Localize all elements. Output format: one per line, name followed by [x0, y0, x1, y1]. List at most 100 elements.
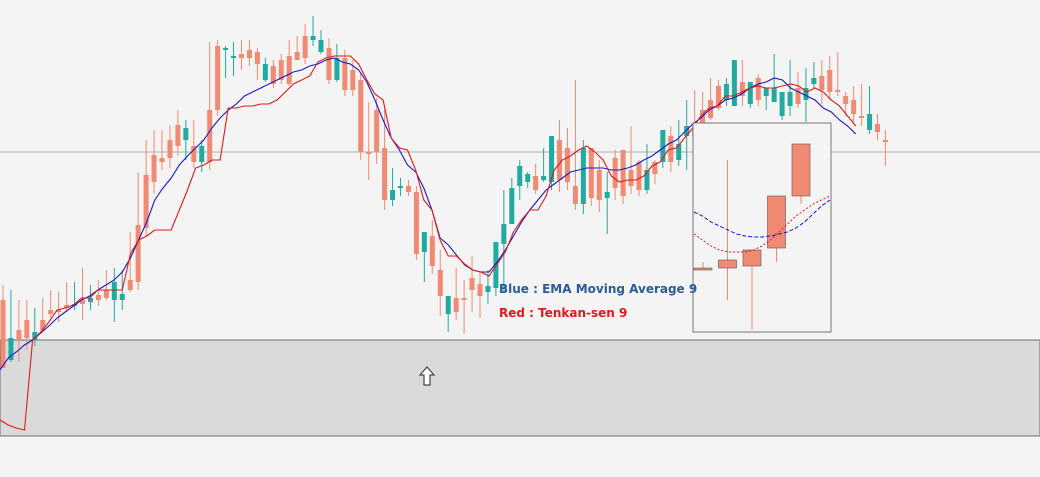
candle-body — [731, 60, 737, 106]
candle-body — [215, 46, 221, 110]
inset-zoom-box — [692, 122, 832, 333]
candle-body — [40, 320, 46, 330]
candle-body — [56, 310, 62, 312]
candle-body — [477, 284, 483, 296]
candle-body — [358, 80, 364, 152]
candle-body — [302, 36, 308, 58]
candle-body — [867, 114, 873, 130]
candle-body — [183, 128, 189, 140]
candle-body — [80, 300, 85, 304]
candle-body — [771, 88, 777, 102]
candle-body — [8, 338, 14, 360]
candle-body — [326, 48, 332, 80]
candle-body — [763, 88, 769, 96]
candle-body — [596, 170, 602, 200]
candle-body — [286, 56, 292, 84]
candle-body — [24, 320, 30, 338]
candle-body — [429, 236, 435, 266]
candle-body — [533, 176, 539, 190]
candle-body — [254, 52, 260, 64]
candle-body — [644, 170, 650, 190]
candle-body — [676, 144, 682, 160]
candle-body — [811, 78, 817, 84]
candle-body — [517, 166, 523, 186]
candle-body — [684, 126, 690, 136]
inset-tenkan-line — [693, 195, 831, 253]
candle-body — [620, 150, 626, 196]
candle-body — [294, 52, 300, 60]
candle-body — [413, 192, 419, 254]
inset-candle-body — [767, 195, 786, 249]
candle-body — [461, 298, 467, 300]
candle-body — [366, 152, 372, 154]
lower-band — [0, 339, 1040, 437]
candle-body — [207, 110, 213, 162]
legend-entry-ema: Blue : EMA Moving Average 9 — [499, 282, 697, 296]
candle-body — [175, 125, 181, 146]
inset-candle-body — [791, 143, 811, 197]
candle-body — [580, 148, 586, 204]
candle-body — [700, 110, 706, 126]
candle-body — [270, 66, 276, 84]
candle-body — [191, 146, 197, 162]
candle-body — [374, 110, 380, 152]
candle-body — [334, 58, 340, 80]
candle-body — [636, 162, 642, 190]
candle-body — [485, 286, 491, 292]
candle-body — [350, 70, 356, 90]
candle-body — [405, 186, 411, 192]
candle-body — [437, 270, 443, 296]
candle-body — [835, 90, 841, 92]
candle-body — [469, 278, 475, 290]
candle-body — [382, 148, 388, 200]
candle-body — [557, 140, 562, 180]
candle-body — [652, 162, 658, 174]
candle-body — [875, 124, 880, 132]
candle-body — [32, 332, 38, 340]
candle-body — [525, 174, 531, 182]
candle-body — [111, 282, 117, 300]
candle-body — [223, 48, 229, 50]
legend-entry-tenkan: Red : Tenkan-sen 9 — [499, 306, 627, 320]
candle-body — [239, 54, 244, 58]
candle-body — [564, 148, 570, 182]
up-arrow-icon — [418, 366, 436, 386]
candle-body — [262, 64, 268, 80]
candle-body — [453, 298, 459, 312]
candle-body — [390, 190, 396, 200]
candle-body — [787, 92, 793, 106]
candle-body — [549, 136, 555, 182]
candle-body — [231, 56, 237, 58]
ema-line — [0, 57, 857, 371]
candle-body — [167, 140, 173, 158]
candle-body — [803, 88, 809, 100]
candle-body — [143, 175, 149, 228]
candle-body — [851, 100, 857, 114]
inset-ema-line — [693, 199, 831, 238]
candle-body — [159, 158, 165, 162]
candle-body — [501, 224, 507, 244]
candle-body — [199, 146, 205, 162]
candle-body — [572, 186, 578, 204]
candle-body — [779, 92, 785, 116]
candle-body — [103, 290, 109, 298]
candle-body — [127, 280, 133, 290]
candle-body — [246, 50, 252, 58]
candle-body — [278, 60, 284, 80]
candle-body — [612, 158, 618, 188]
inset-candles-group — [693, 143, 811, 330]
candle-body — [310, 36, 316, 40]
candle-body — [604, 192, 610, 198]
candle-body — [151, 155, 157, 182]
candle-body — [882, 140, 888, 142]
candle-body — [827, 70, 833, 92]
tenkan-line — [0, 55, 857, 431]
candle-body — [48, 310, 54, 314]
candle-body — [723, 84, 729, 100]
candle-body — [318, 40, 324, 52]
inset-candle-body — [742, 249, 762, 267]
candle-body — [716, 86, 721, 108]
candle-body — [16, 330, 22, 340]
candle-body — [755, 78, 761, 100]
